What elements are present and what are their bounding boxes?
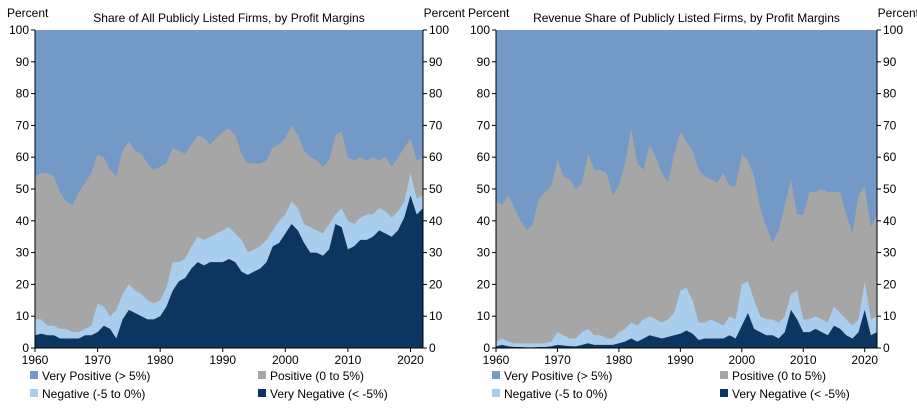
legend-swatch — [30, 389, 38, 397]
y-tick-label-right: 20 — [429, 277, 443, 291]
legend-swatch — [258, 371, 266, 379]
legend-label: Very Negative (< -5%) — [270, 387, 388, 401]
y-tick-label-left: 60 — [477, 150, 491, 164]
y-tick-label-left: 0 — [483, 341, 490, 355]
y-tick-label-right: 0 — [429, 341, 436, 355]
y-tick-label-left: 30 — [477, 246, 491, 260]
legend-label: Negative (-5 to 0%) — [42, 387, 145, 401]
x-tick-label: 2020 — [397, 353, 424, 367]
legend-label: Positive (0 to 5%) — [732, 369, 826, 383]
legend-swatch — [492, 389, 500, 397]
y-axis-label-right: Percent — [424, 6, 466, 20]
y-tick-label-right: 10 — [429, 309, 443, 323]
x-tick-label: 2010 — [790, 353, 817, 367]
y-tick-label-right: 10 — [883, 309, 897, 323]
y-tick-label-left: 20 — [477, 277, 491, 291]
x-tick-label: 1990 — [209, 353, 236, 367]
y-tick-label-left: 90 — [477, 55, 491, 69]
legend-label: Positive (0 to 5%) — [270, 369, 364, 383]
y-tick-label-left: 60 — [16, 150, 30, 164]
legend-label: Very Negative (< -5%) — [732, 387, 850, 401]
area-positive-0-to-5 — [496, 128, 877, 348]
y-tick-label-right: 50 — [883, 182, 897, 196]
legend-swatch — [720, 389, 728, 397]
y-tick-label-left: 50 — [477, 182, 491, 196]
x-tick-label: 2000 — [728, 353, 755, 367]
x-tick-label: 1990 — [667, 353, 694, 367]
legend-label: Negative (-5 to 0%) — [504, 387, 607, 401]
y-tick-label-left: 20 — [16, 277, 30, 291]
y-tick-label-right: 100 — [883, 23, 903, 37]
chart-title: Share of All Publicly Listed Firms, by P… — [93, 11, 364, 25]
legend-label: Very Positive (> 5%) — [504, 369, 612, 383]
legend-swatch — [492, 371, 500, 379]
y-tick-label-right: 60 — [883, 150, 897, 164]
y-tick-label-right: 70 — [429, 118, 443, 132]
area-very-negative-5 — [35, 195, 423, 348]
y-tick-label-left: 70 — [477, 118, 491, 132]
area-very-negative-5 — [496, 309, 877, 348]
x-tick-label: 1980 — [606, 353, 633, 367]
y-tick-label-left: 10 — [477, 309, 491, 323]
y-tick-label-right: 80 — [883, 87, 897, 101]
y-tick-label-left: 30 — [16, 246, 30, 260]
legend-swatch — [258, 389, 266, 397]
y-axis-label-right: Percent — [878, 6, 917, 20]
y-tick-label-right: 90 — [883, 55, 897, 69]
y-axis-label-left: Percent — [468, 6, 510, 20]
y-axis-label-left: Percent — [7, 6, 49, 20]
chart-title: Revenue Share of Publicly Listed Firms, … — [533, 11, 840, 25]
y-tick-label-left: 50 — [16, 182, 30, 196]
y-tick-label-right: 60 — [429, 150, 443, 164]
area-negative-5-to-0 — [496, 281, 877, 348]
y-tick-label-right: 70 — [883, 118, 897, 132]
legend-swatch — [30, 371, 38, 379]
y-tick-label-left: 100 — [470, 23, 490, 37]
y-tick-label-left: 100 — [9, 23, 29, 37]
y-tick-label-right: 20 — [883, 277, 897, 291]
y-tick-label-right: 40 — [429, 214, 443, 228]
y-tick-label-right: 30 — [883, 246, 897, 260]
y-tick-label-right: 0 — [883, 341, 890, 355]
y-tick-label-left: 40 — [16, 214, 30, 228]
x-tick-label: 1960 — [22, 353, 49, 367]
y-tick-label-right: 50 — [429, 182, 443, 196]
y-tick-label-right: 100 — [429, 23, 449, 37]
y-tick-label-right: 90 — [429, 55, 443, 69]
x-tick-label: 1960 — [483, 353, 510, 367]
y-tick-label-left: 80 — [477, 87, 491, 101]
x-tick-label: 2020 — [851, 353, 878, 367]
y-tick-label-left: 70 — [16, 118, 30, 132]
y-tick-label-right: 40 — [883, 214, 897, 228]
y-tick-label-right: 30 — [429, 246, 443, 260]
y-tick-label-left: 40 — [477, 214, 491, 228]
y-tick-label-left: 90 — [16, 55, 30, 69]
x-tick-label: 1970 — [84, 353, 111, 367]
y-tick-label-left: 10 — [16, 309, 30, 323]
y-tick-label-right: 80 — [429, 87, 443, 101]
legend-label: Very Positive (> 5%) — [42, 369, 150, 383]
x-tick-label: 1980 — [147, 353, 174, 367]
x-tick-label: 1970 — [544, 353, 571, 367]
x-tick-label: 2000 — [272, 353, 299, 367]
x-tick-label: 2010 — [335, 353, 362, 367]
y-tick-label-left: 0 — [22, 341, 29, 355]
legend-swatch — [720, 371, 728, 379]
y-tick-label-left: 80 — [16, 87, 30, 101]
